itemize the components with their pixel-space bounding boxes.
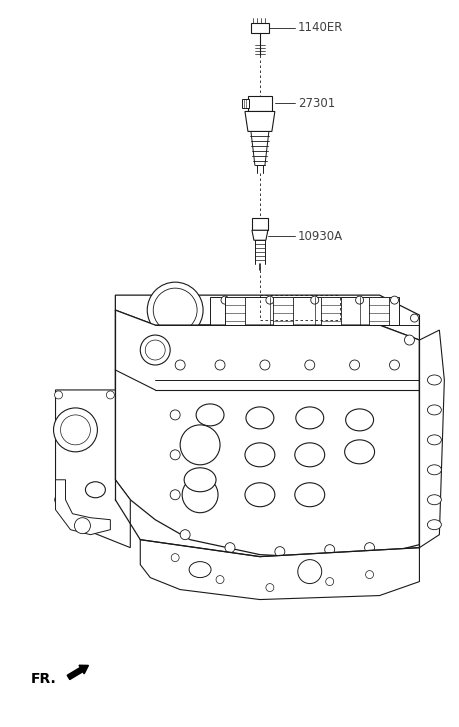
Circle shape	[180, 530, 190, 539]
Ellipse shape	[344, 440, 374, 464]
FancyArrow shape	[67, 665, 88, 680]
Ellipse shape	[245, 443, 274, 467]
Circle shape	[265, 584, 273, 592]
Polygon shape	[245, 111, 274, 132]
Ellipse shape	[426, 375, 440, 385]
Circle shape	[349, 360, 359, 370]
Circle shape	[265, 296, 273, 304]
Circle shape	[324, 545, 334, 555]
Circle shape	[55, 496, 62, 504]
Polygon shape	[252, 230, 267, 240]
Ellipse shape	[426, 520, 440, 530]
Bar	[241, 98, 248, 108]
Circle shape	[259, 360, 269, 370]
Circle shape	[55, 391, 62, 399]
Ellipse shape	[294, 483, 324, 507]
Bar	[210, 297, 398, 325]
Text: 1140ER: 1140ER	[297, 21, 342, 34]
Ellipse shape	[189, 562, 211, 577]
Circle shape	[325, 577, 333, 585]
Text: 10930A: 10930A	[297, 230, 342, 243]
Circle shape	[390, 296, 397, 304]
Ellipse shape	[245, 483, 274, 507]
Circle shape	[180, 425, 219, 465]
Circle shape	[170, 490, 180, 499]
Circle shape	[171, 554, 179, 562]
Circle shape	[364, 542, 374, 553]
Polygon shape	[140, 539, 419, 600]
Ellipse shape	[196, 404, 224, 426]
Polygon shape	[56, 390, 130, 547]
Circle shape	[175, 360, 185, 370]
Circle shape	[304, 360, 314, 370]
Circle shape	[74, 518, 90, 534]
Ellipse shape	[426, 465, 440, 475]
Circle shape	[147, 282, 202, 338]
Polygon shape	[419, 330, 443, 547]
Bar	[224, 297, 245, 325]
Circle shape	[365, 571, 373, 579]
Bar	[368, 297, 388, 325]
Circle shape	[274, 547, 284, 557]
Circle shape	[140, 335, 170, 365]
Text: FR.: FR.	[31, 672, 56, 686]
Ellipse shape	[345, 409, 373, 431]
Circle shape	[61, 415, 90, 445]
Circle shape	[389, 360, 398, 370]
Circle shape	[53, 408, 97, 452]
Polygon shape	[115, 295, 419, 340]
Ellipse shape	[295, 407, 323, 429]
Bar	[252, 218, 267, 230]
Circle shape	[403, 335, 414, 345]
Ellipse shape	[294, 443, 324, 467]
Circle shape	[355, 296, 363, 304]
Ellipse shape	[85, 482, 105, 498]
Bar	[247, 95, 271, 111]
Ellipse shape	[246, 407, 273, 429]
Bar	[272, 297, 292, 325]
Ellipse shape	[426, 435, 440, 445]
Circle shape	[145, 340, 165, 360]
Circle shape	[216, 576, 224, 584]
Circle shape	[409, 314, 418, 322]
Circle shape	[297, 560, 321, 584]
Circle shape	[310, 296, 318, 304]
Bar	[251, 23, 269, 33]
Circle shape	[182, 477, 218, 513]
Text: 27301: 27301	[297, 97, 334, 110]
Polygon shape	[115, 310, 419, 558]
Circle shape	[106, 391, 114, 399]
Circle shape	[153, 288, 196, 332]
Ellipse shape	[184, 467, 216, 491]
Circle shape	[224, 542, 235, 553]
Ellipse shape	[426, 495, 440, 505]
Ellipse shape	[426, 405, 440, 415]
Circle shape	[170, 410, 180, 420]
Circle shape	[214, 360, 224, 370]
Circle shape	[170, 450, 180, 459]
Polygon shape	[56, 480, 110, 534]
Bar	[320, 297, 340, 325]
Circle shape	[220, 296, 229, 304]
